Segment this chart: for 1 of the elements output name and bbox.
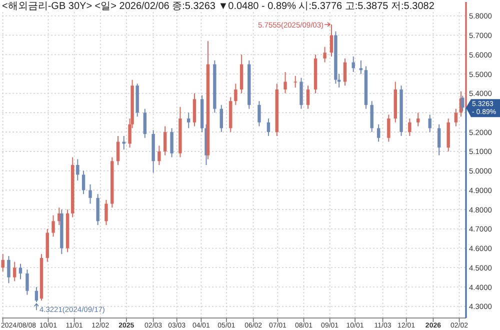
- chart-title: <해외금리-GB 30Y> <일> 2026/02/06 종:5.3263 ▼0.0480 - 0.89% 시:5.3776 고:5.3875 저:5.3082: [2, 1, 435, 12]
